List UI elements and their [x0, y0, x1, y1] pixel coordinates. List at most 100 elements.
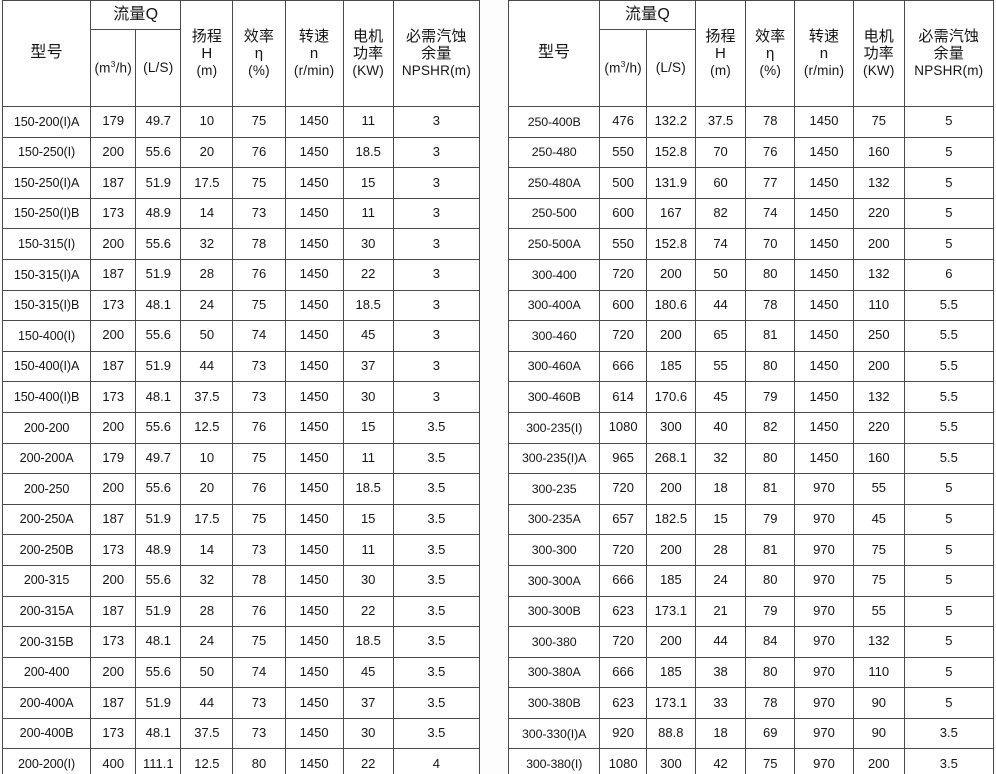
cell-power: 132 — [852, 626, 905, 658]
cell-model: 200-400B — [2, 717, 92, 750]
cell-efficiency: 81 — [745, 534, 796, 566]
cell-head: 37.5 — [180, 381, 234, 413]
table-row: 300-460B 614 170.6 45 79 1450 132 5.5 — [508, 381, 994, 413]
table-row: 150-315(I)B 173 48.1 24 75 1450 18.5 3 — [2, 289, 480, 322]
cell-head: 40 — [694, 411, 747, 444]
cell-efficiency: 76 — [232, 411, 286, 444]
cell-power: 15 — [342, 503, 394, 536]
table-row: 150-315(I)A 187 51.9 28 76 1450 22 3 — [2, 258, 480, 291]
cell-flow-m3h: 400 — [90, 748, 137, 774]
cell-model: 150-400(I) — [2, 320, 92, 352]
cell-power: 200 — [852, 350, 905, 383]
cell-power: 11 — [342, 534, 394, 566]
table-row: 200-315A 187 51.9 28 76 1450 22 3.5 — [2, 595, 480, 628]
cell-flow-ls: 170.6 — [645, 381, 696, 413]
cell-flow-ls: 51.9 — [135, 167, 182, 199]
cell-power: 160 — [852, 442, 905, 475]
header-flow-group: 流量Q — [90, 0, 182, 30]
header-npshr-name: 必需汽蚀 — [405, 27, 467, 45]
cell-head: 74 — [694, 228, 747, 260]
table-row: 300-460 720 200 65 81 1450 250 5.5 — [508, 320, 994, 352]
cell-flow-ls: 132.2 — [645, 106, 696, 138]
cell-flow-ls: 200 — [645, 473, 696, 505]
cell-flow-m3h: 179 — [90, 106, 137, 138]
cell-speed: 1450 — [284, 411, 344, 444]
cell-speed: 1450 — [284, 748, 344, 774]
cell-power: 15 — [342, 411, 394, 444]
cell-flow-ls: 88.8 — [645, 717, 696, 750]
cell-speed: 1450 — [794, 136, 854, 169]
cell-speed: 1450 — [284, 626, 344, 658]
cell-flow-m3h: 173 — [90, 381, 137, 413]
cell-speed: 970 — [794, 717, 854, 750]
cell-flow-ls: 185 — [645, 656, 696, 689]
cell-head: 42 — [694, 748, 747, 774]
cell-flow-ls: 49.7 — [135, 106, 182, 138]
cell-npshr: 3 — [392, 136, 480, 169]
table-row: 250-500 600 167 82 74 1450 220 5 — [508, 197, 994, 230]
header-head-symbol: H — [715, 45, 727, 63]
header-speed-symbol: n — [309, 45, 319, 63]
cell-model: 300-235 — [508, 473, 601, 505]
cell-head: 44 — [694, 626, 747, 658]
cell-flow-m3h: 187 — [90, 167, 137, 199]
cell-power: 90 — [852, 687, 905, 719]
cell-flow-ls: 173.1 — [645, 687, 696, 719]
cell-speed: 1450 — [794, 258, 854, 291]
cell-efficiency: 78 — [232, 564, 286, 597]
cell-efficiency: 74 — [232, 656, 286, 689]
table-row: 250-480A 500 131.9 60 77 1450 132 5 — [508, 167, 994, 199]
cell-efficiency: 82 — [745, 411, 796, 444]
pump-spec-table-right: 型号 流量Q 扬程 H (m) 效率 η (%) — [508, 0, 994, 774]
cell-speed: 970 — [794, 564, 854, 597]
cell-speed: 970 — [794, 626, 854, 658]
cell-npshr: 3.5 — [392, 595, 480, 628]
header-model: 型号 — [508, 0, 601, 107]
cell-flow-m3h: 200 — [90, 473, 137, 505]
cell-efficiency: 73 — [232, 717, 286, 750]
cell-flow-m3h: 173 — [90, 197, 137, 230]
cell-head: 50 — [180, 656, 234, 689]
cell-efficiency: 69 — [745, 717, 796, 750]
cell-npshr: 3 — [392, 320, 480, 352]
table-body-left: 150-200(I)A 179 49.7 10 75 1450 11 3 150-250(I) 2… — [2, 106, 480, 774]
cell-speed: 1450 — [284, 106, 344, 138]
cell-speed: 1450 — [284, 442, 344, 475]
cell-flow-ls: 185 — [645, 564, 696, 597]
table-header-left: 型号 流量Q 扬程 H (m) 效率 η (%) — [2, 0, 480, 107]
cell-head: 14 — [180, 197, 234, 230]
cell-npshr: 3.5 — [392, 442, 480, 475]
cell-npshr: 3 — [392, 167, 480, 199]
cell-head: 44 — [180, 687, 234, 719]
table-row: 300-380B 623 173.1 33 78 970 90 5 — [508, 687, 994, 719]
cell-flow-m3h: 173 — [90, 289, 137, 322]
cell-npshr: 4 — [392, 748, 480, 774]
cell-speed: 1450 — [284, 473, 344, 505]
cell-flow-m3h: 666 — [599, 656, 647, 689]
table-header-right: 型号 流量Q 扬程 H (m) 效率 η (%) — [508, 0, 994, 107]
cell-speed: 1450 — [284, 228, 344, 260]
cell-npshr: 5 — [903, 534, 994, 566]
cell-flow-ls: 55.6 — [135, 136, 182, 169]
cell-flow-ls: 48.9 — [135, 534, 182, 566]
cell-efficiency: 75 — [232, 442, 286, 475]
cell-power: 220 — [852, 411, 905, 444]
cell-npshr: 5.5 — [903, 411, 994, 444]
cell-npshr: 5 — [903, 656, 994, 689]
cell-head: 44 — [694, 289, 747, 322]
cell-flow-ls: 55.6 — [135, 320, 182, 352]
cell-head: 37.5 — [694, 106, 747, 138]
cell-speed: 1450 — [284, 167, 344, 199]
cell-npshr: 3 — [392, 258, 480, 291]
cell-speed: 1450 — [284, 320, 344, 352]
header-power: 电机 功率 (KW) — [852, 0, 905, 107]
cell-speed: 1450 — [794, 167, 854, 199]
cell-flow-m3h: 666 — [599, 564, 647, 597]
cell-npshr: 3.5 — [392, 534, 480, 566]
header-flow-unit-ls: (L/S) — [645, 29, 696, 107]
cell-efficiency: 84 — [745, 626, 796, 658]
cell-speed: 1450 — [794, 320, 854, 352]
cell-flow-m3h: 500 — [599, 167, 647, 199]
cell-model: 200-250B — [2, 534, 92, 566]
cell-model: 200-315A — [2, 595, 92, 628]
